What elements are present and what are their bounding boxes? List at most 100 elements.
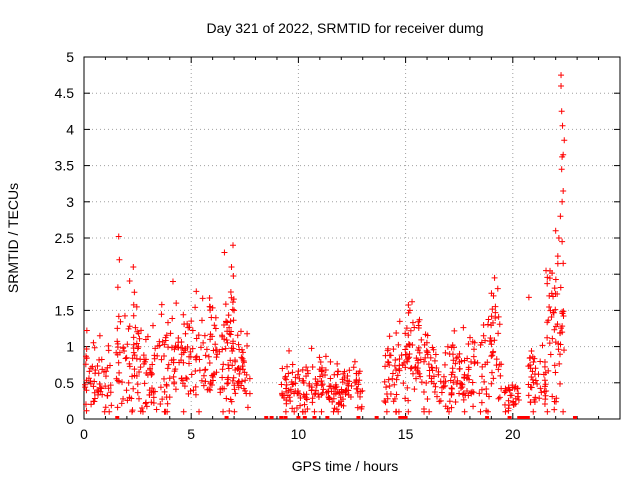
data-point bbox=[192, 304, 199, 311]
data-point bbox=[120, 344, 127, 351]
data-point bbox=[202, 378, 209, 385]
data-point bbox=[161, 353, 168, 360]
data-point bbox=[525, 294, 532, 301]
data-point bbox=[180, 408, 187, 415]
data-point bbox=[146, 387, 153, 394]
data-point bbox=[423, 380, 430, 387]
data-point bbox=[527, 365, 534, 372]
data-point bbox=[308, 384, 315, 391]
data-point bbox=[158, 311, 165, 318]
data-point bbox=[534, 380, 541, 387]
data-point bbox=[226, 324, 233, 331]
data-point bbox=[163, 394, 170, 401]
x-tick-label: 15 bbox=[398, 426, 414, 442]
data-point bbox=[495, 366, 502, 373]
data-point bbox=[90, 398, 97, 405]
data-point bbox=[403, 351, 410, 358]
data-point bbox=[117, 318, 124, 325]
data-point bbox=[116, 369, 123, 376]
data-point bbox=[387, 390, 394, 397]
data-point bbox=[132, 324, 139, 331]
data-point bbox=[481, 378, 488, 385]
data-point bbox=[552, 323, 559, 330]
data-point bbox=[116, 378, 123, 385]
data-point bbox=[206, 386, 213, 393]
data-point bbox=[334, 368, 341, 375]
data-point bbox=[426, 408, 433, 415]
x-tick-label: 5 bbox=[187, 426, 195, 442]
data-point bbox=[130, 341, 137, 348]
data-point bbox=[548, 314, 555, 321]
data-point bbox=[157, 400, 164, 407]
data-point bbox=[130, 301, 137, 308]
data-point bbox=[496, 321, 503, 328]
data-point bbox=[558, 325, 565, 332]
data-point bbox=[206, 294, 213, 301]
data-point bbox=[465, 392, 472, 399]
data-point bbox=[559, 238, 566, 245]
data-point bbox=[460, 324, 467, 331]
data-point bbox=[211, 322, 218, 329]
data-point bbox=[396, 318, 403, 325]
data-point bbox=[491, 274, 498, 281]
data-point bbox=[292, 380, 299, 387]
data-point bbox=[560, 312, 567, 319]
data-point bbox=[234, 380, 241, 387]
data-point bbox=[546, 303, 553, 310]
data-point bbox=[130, 385, 137, 392]
data-point bbox=[530, 379, 537, 386]
data-point bbox=[426, 372, 433, 379]
data-point bbox=[454, 377, 461, 384]
data-point bbox=[542, 396, 549, 403]
data-point bbox=[125, 325, 132, 332]
data-point bbox=[386, 333, 393, 340]
data-point bbox=[411, 386, 418, 393]
data-point bbox=[180, 359, 187, 366]
data-point bbox=[490, 348, 497, 355]
data-point bbox=[98, 356, 105, 363]
data-point bbox=[188, 371, 195, 378]
data-point bbox=[130, 312, 137, 319]
data-point bbox=[354, 389, 361, 396]
data-point bbox=[90, 339, 97, 346]
data-point bbox=[449, 385, 456, 392]
data-point bbox=[219, 346, 226, 353]
data-point bbox=[531, 371, 538, 378]
data-point bbox=[352, 379, 359, 386]
data-point bbox=[484, 408, 491, 415]
y-tick-label: 4 bbox=[66, 121, 74, 137]
data-point bbox=[417, 356, 424, 363]
data-point bbox=[107, 382, 114, 389]
data-point bbox=[560, 151, 567, 158]
zero-point bbox=[279, 416, 284, 419]
data-point bbox=[86, 368, 93, 375]
data-point bbox=[321, 371, 328, 378]
data-point bbox=[207, 380, 214, 387]
data-point bbox=[285, 370, 292, 377]
data-point bbox=[480, 332, 487, 339]
data-point bbox=[198, 317, 205, 324]
data-point bbox=[381, 398, 388, 405]
data-point bbox=[557, 284, 564, 291]
data-point bbox=[207, 387, 214, 394]
data-point bbox=[195, 332, 202, 339]
data-point bbox=[126, 277, 133, 284]
data-point bbox=[402, 395, 409, 402]
data-point bbox=[105, 342, 112, 349]
data-point bbox=[395, 341, 402, 348]
data-point bbox=[489, 319, 496, 326]
data-point bbox=[544, 274, 551, 281]
data-point bbox=[116, 349, 123, 356]
data-point bbox=[318, 408, 325, 415]
y-axis-label: SRMTID / TECUs bbox=[5, 183, 21, 293]
data-point bbox=[497, 372, 504, 379]
data-point bbox=[318, 382, 325, 389]
data-point bbox=[130, 334, 137, 341]
data-point bbox=[381, 378, 388, 385]
data-point bbox=[114, 325, 121, 332]
data-point bbox=[402, 364, 409, 371]
data-point bbox=[409, 298, 416, 305]
data-point bbox=[544, 319, 551, 326]
data-point bbox=[488, 341, 495, 348]
data-point bbox=[244, 342, 251, 349]
